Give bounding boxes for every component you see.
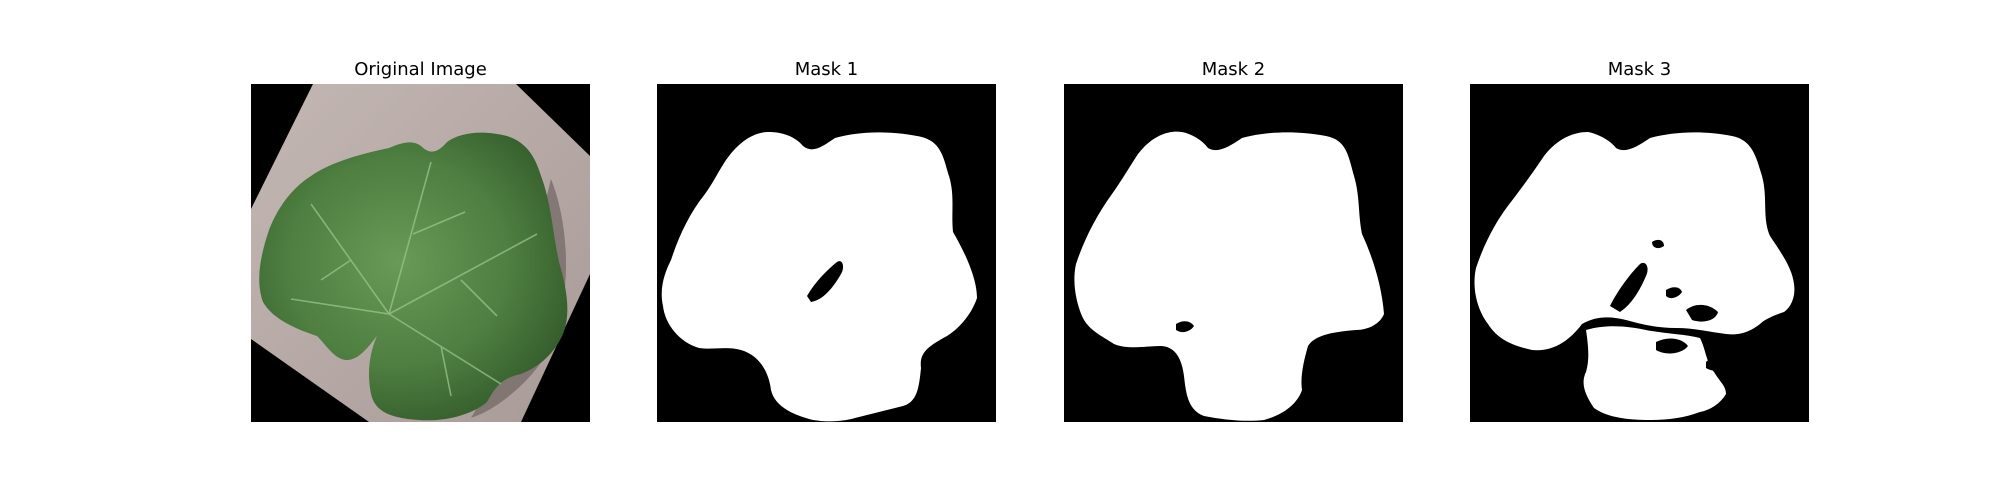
mask-1-image — [657, 84, 996, 422]
panel-original-image: Original Image — [251, 56, 590, 422]
panel-mask-1: Mask 1 — [657, 56, 996, 422]
original-leaf-image — [251, 84, 590, 422]
panel-mask-3: Mask 3 — [1470, 56, 1809, 422]
panel-title: Original Image — [354, 59, 487, 80]
panel-title: Mask 1 — [794, 59, 859, 80]
panel-title: Mask 3 — [1607, 59, 1672, 80]
mask-2-image — [1064, 84, 1403, 422]
panel-title: Mask 2 — [1201, 59, 1266, 80]
mask-3-image — [1470, 84, 1809, 422]
panel-mask-2: Mask 2 — [1064, 56, 1403, 422]
